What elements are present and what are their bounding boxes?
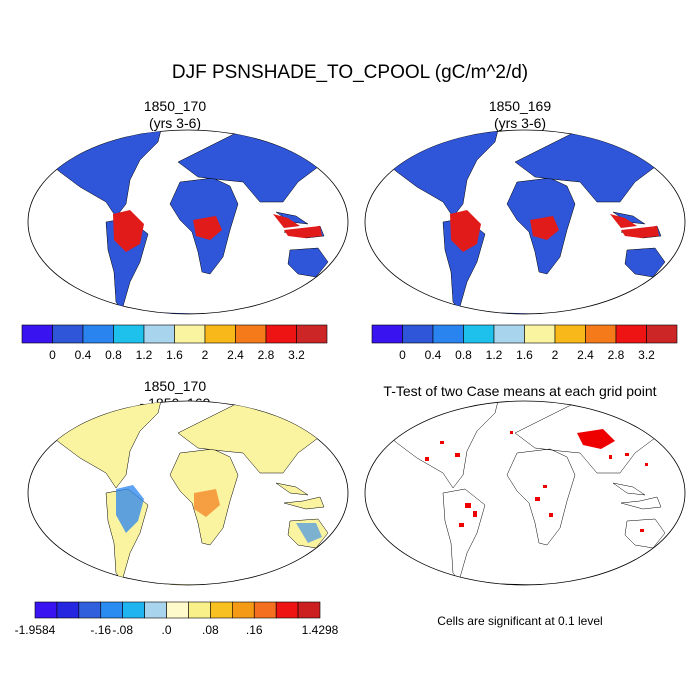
panel-title-1850-170: 1850_170 (yrs 3-6)	[15, 98, 335, 132]
significance-note: Cells are significant at 0.1 level	[437, 614, 603, 628]
colorbar-swatch	[265, 324, 297, 344]
colorbar-tick-label: 0	[49, 348, 56, 362]
panel-title-line2: (yrs 3-6)	[148, 115, 202, 131]
colorbar-tick-label: 1.2	[136, 348, 153, 362]
colorbar-swatch	[402, 324, 434, 344]
colorbar-swatch	[646, 324, 678, 344]
panel-title-1850-169: 1850_169 (yrs 3-6)	[360, 98, 680, 132]
colorbar-difference: -1.9584 -.16 -.08 .0 .08 .16 1.4298	[15, 601, 339, 637]
colorbar-tick-label: 2.4	[227, 348, 244, 362]
colorbar-swatch	[615, 324, 647, 344]
colorbar-swatch	[78, 601, 102, 619]
colorbar-tick-label: 1.4298	[302, 623, 339, 637]
panel-title-ttest: T-Test of two Case means at each grid po…	[350, 383, 690, 400]
colorbar-swatch	[100, 601, 123, 619]
colorbar-tick-label: 0.4	[75, 348, 92, 362]
colorbar-swatch	[188, 601, 211, 619]
colorbar-swatch	[297, 601, 321, 619]
colorbar-swatch	[585, 324, 617, 344]
map-panel-1850-169	[364, 129, 686, 315]
colorbar-swatch	[166, 601, 189, 619]
colorbar-tick-label: 2	[552, 348, 559, 362]
colorbar-swatch	[34, 601, 58, 619]
colorbar-swatch	[235, 324, 267, 344]
colorbar-tick-label: -.16	[90, 623, 111, 637]
map-panel-1850-170	[27, 129, 349, 315]
colorbar-tick-label: 0.8	[455, 348, 472, 362]
colorbar-1850-169: 0 0.4 0.8 1.2 1.6 2 2.4 2.8 3.2	[371, 324, 678, 362]
colorbar-tick-label: 0	[399, 348, 406, 362]
colorbar-swatch	[432, 324, 464, 344]
colorbar-swatch	[52, 324, 84, 344]
colorbar-swatch	[82, 324, 114, 344]
colorbar-swatch	[122, 601, 145, 619]
colorbar-tick-label: 3.2	[638, 348, 655, 362]
colorbar-tick-label: 2.8	[608, 348, 625, 362]
colorbar-tick-label: 1.6	[166, 348, 183, 362]
colorbar-swatch	[524, 324, 556, 344]
colorbar-swatch	[174, 324, 206, 344]
colorbar-swatch	[275, 601, 299, 619]
colorbar-tick-label: 2.8	[258, 348, 275, 362]
colorbar-swatch	[554, 324, 586, 344]
colorbar-tick-label: .16	[246, 623, 263, 637]
colorbar-1850-170: 0 0.4 0.8 1.2 1.6 2 2.4 2.8 3.2	[21, 324, 328, 362]
panel-title-line1: 1850_169	[488, 98, 552, 114]
colorbar-tick-label: 0.4	[425, 348, 442, 362]
panel-title-line2: (yrs 3-6)	[493, 115, 547, 131]
colorbar-tick-label: 1.6	[516, 348, 533, 362]
colorbar-swatch	[21, 324, 53, 344]
colorbar-tick-label: 2.4	[577, 348, 594, 362]
colorbar-tick-label: -.08	[112, 623, 133, 637]
panel-title-line1: 1850_170	[143, 378, 207, 394]
colorbar-tick-label: 0.8	[105, 348, 122, 362]
colorbar-swatch	[371, 324, 403, 344]
colorbar-swatch	[56, 601, 80, 619]
map-panel-difference	[27, 400, 349, 586]
colorbar-swatch	[204, 324, 236, 344]
colorbar-tick-label: -1.9584	[15, 623, 56, 637]
colorbar-swatch	[493, 324, 525, 344]
colorbar-tick-label: .08	[202, 623, 219, 637]
map-panel-ttest	[364, 400, 686, 586]
main-title: DJF PSNSHADE_TO_CPOOL (gC/m^2/d)	[171, 62, 529, 83]
colorbar-swatch	[253, 601, 277, 619]
colorbar-swatch	[232, 601, 255, 619]
colorbar-swatch	[143, 324, 175, 344]
colorbar-tick-label: 3.2	[288, 348, 305, 362]
colorbar-swatch	[296, 324, 328, 344]
colorbar-tick-label: 1.2	[486, 348, 503, 362]
panel-title-line1: 1850_170	[143, 98, 207, 114]
colorbar-swatch	[463, 324, 495, 344]
colorbar-tick-label: .0	[162, 623, 172, 637]
colorbar-swatch	[144, 601, 167, 619]
colorbar-swatch	[210, 601, 233, 619]
panel-title-line1: T-Test of two Case means at each grid po…	[383, 383, 657, 399]
colorbar-tick-label: 2	[202, 348, 209, 362]
colorbar-swatch	[113, 324, 145, 344]
